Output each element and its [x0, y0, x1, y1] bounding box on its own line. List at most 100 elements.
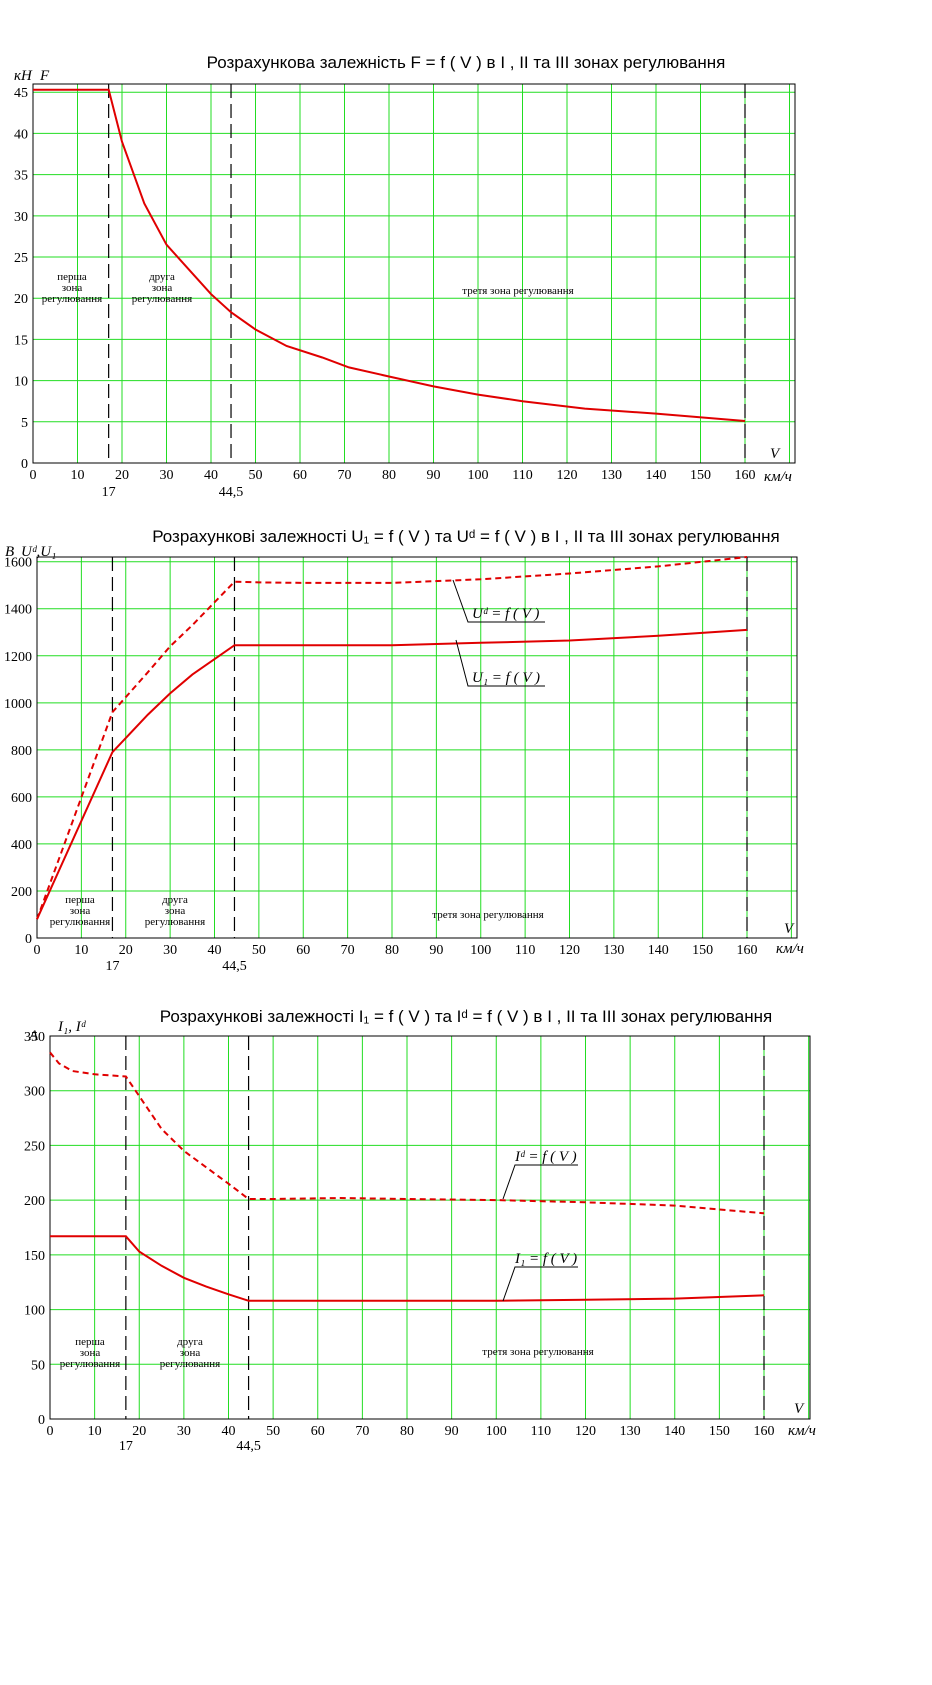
y-unit: А — [28, 1028, 39, 1044]
y-tick-label: 0 — [38, 1413, 45, 1428]
x-tick-label: 150 — [709, 1424, 730, 1439]
x-tick-label: 110 — [515, 943, 535, 958]
x-tick-label: 50 — [266, 1424, 280, 1439]
x-tick-label: 100 — [470, 943, 491, 958]
y-tick-label: 100 — [24, 1304, 45, 1319]
zone-label: третя зона регулювання — [462, 285, 573, 297]
y-tick-label: 250 — [24, 1139, 45, 1154]
y-tick-label: 150 — [24, 1249, 45, 1264]
x-tick-label: 60 — [296, 943, 310, 958]
y-tick-label: 30 — [14, 210, 28, 225]
x-tick-label: 140 — [646, 468, 667, 483]
x-tick-label: 20 — [132, 1424, 146, 1439]
plot-frame — [49, 1035, 811, 1420]
x-tick-label: 100 — [486, 1424, 507, 1439]
x-tick-label: 20 — [119, 943, 133, 958]
series-line-1 — [33, 88, 746, 422]
x-tick-label: 0 — [47, 1424, 54, 1439]
x-tick-label: 70 — [338, 468, 352, 483]
x-tick-label: 160 — [737, 943, 758, 958]
x-tick-label: 70 — [341, 943, 355, 958]
boundary-label: 44,5 — [219, 485, 244, 500]
y-tick-label: 800 — [11, 744, 32, 759]
x-tick-label: 130 — [601, 468, 622, 483]
y-tick-label: 400 — [11, 838, 32, 853]
zone-label: перша зона регулювання — [60, 1336, 120, 1370]
x-tick-label: 120 — [557, 468, 578, 483]
x-tick-label: 30 — [163, 943, 177, 958]
x-tick-label: 70 — [355, 1424, 369, 1439]
series-line-2 — [36, 628, 748, 920]
callout-leader — [502, 1164, 578, 1200]
x-tick-label: 120 — [559, 943, 580, 958]
y-tick-label: 1400 — [4, 603, 32, 618]
y-tick-label: 50 — [31, 1358, 45, 1373]
boundary-label: 44,5 — [236, 1439, 261, 1454]
series-line-1 — [36, 556, 748, 920]
y-tick-label: 15 — [14, 333, 28, 348]
chart-2: Розрахункові залежності U₁ = f ( V ) та … — [4, 527, 804, 974]
y-tick-label: 0 — [21, 457, 28, 472]
x-tick-label: 30 — [160, 468, 174, 483]
x-axis-label: V — [784, 921, 795, 937]
x-tick-label: 20 — [115, 468, 129, 483]
x-tick-label: 10 — [74, 943, 88, 958]
grid — [33, 84, 795, 463]
zone-label: друга зона регулювання — [145, 894, 205, 928]
x-tick-label: 10 — [71, 468, 85, 483]
y-tick-label: 350 — [24, 1030, 45, 1045]
grid — [37, 557, 797, 938]
x-tick-label: 130 — [620, 1424, 641, 1439]
x-tick-label: 40 — [222, 1424, 236, 1439]
y-tick-label: 1600 — [4, 556, 32, 571]
chart-title: Розрахункова залежність F = f ( V ) в І … — [207, 53, 726, 72]
y-tick-label: 200 — [11, 885, 32, 900]
x-tick-label: 50 — [252, 943, 266, 958]
zone-labels: перша зона регулювання друга зона регулювання… — [50, 894, 544, 928]
y-tick-label: 20 — [14, 292, 28, 307]
x-tick-label: 140 — [648, 943, 669, 958]
x-axis-label: V — [794, 1401, 805, 1417]
y-tick-label: 25 — [14, 251, 28, 266]
y-tick-label: 45 — [14, 86, 28, 101]
zone-label: перша зона регулювання — [50, 894, 110, 928]
y-unit: В — [5, 544, 14, 560]
chart-3: Розрахункові залежності I₁ = f ( V ) та … — [24, 1007, 816, 1454]
x-tick-label: 90 — [427, 468, 441, 483]
y-tick-label: 300 — [24, 1085, 45, 1100]
chart-1: Розрахункова залежність F = f ( V ) в І … — [14, 53, 796, 500]
x-tick-label: 60 — [293, 468, 307, 483]
y-axis-label: I₁, Iᵈ — [57, 1019, 87, 1035]
y-tick-label: 10 — [14, 375, 28, 390]
series-label: Uᵈ = f ( V ) — [472, 606, 539, 622]
zone-labels: перша зона регулювання друга зона регулювання… — [60, 1336, 594, 1370]
zone-label: третя зона регулювання — [432, 909, 543, 921]
x-tick-label: 90 — [429, 943, 443, 958]
x-tick-label: 50 — [249, 468, 263, 483]
y-tick-label: 5 — [21, 416, 28, 431]
x-tick-label: 80 — [382, 468, 396, 483]
x-tick-label: 110 — [531, 1424, 551, 1439]
callout-leader — [455, 639, 545, 687]
x-tick-label: 120 — [575, 1424, 596, 1439]
callout-leader — [502, 1266, 578, 1302]
x-tick-label: 110 — [512, 468, 532, 483]
x-tick-label: 90 — [445, 1424, 459, 1439]
zone-label: друга зона регулювання — [160, 1336, 220, 1370]
series-line-2 — [50, 1235, 765, 1302]
y-tick-label: 40 — [14, 127, 28, 142]
y-tick-label: 200 — [24, 1194, 45, 1209]
y-unit: кН — [14, 68, 33, 84]
x-tick-label: 30 — [177, 1424, 191, 1439]
x-tick-label: 80 — [400, 1424, 414, 1439]
zone-label: друга зона регулювання — [132, 271, 192, 305]
y-tick-label: 0 — [25, 932, 32, 947]
x-tick-label: 40 — [208, 943, 222, 958]
chart-title: Розрахункові залежності U₁ = f ( V ) та … — [152, 527, 780, 546]
callout-leader — [452, 579, 545, 623]
x-tick-label: 60 — [311, 1424, 325, 1439]
x-tick-label: 10 — [88, 1424, 102, 1439]
zone-label: третя зона регулювання — [482, 1346, 593, 1358]
y-tick-label: 1000 — [4, 697, 32, 712]
